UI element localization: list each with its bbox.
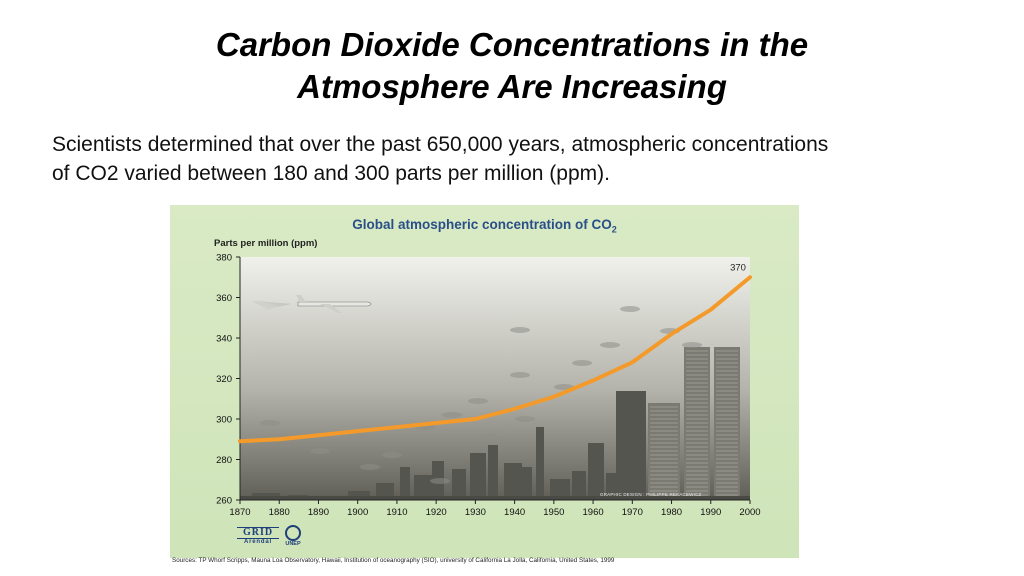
- y-tick-label: 260: [216, 496, 232, 507]
- x-tick-label: 1890: [308, 507, 329, 518]
- cloud-shape: [310, 448, 330, 454]
- building: [522, 467, 532, 500]
- cloud-shape: [572, 360, 592, 366]
- co2-series-line: [238, 275, 752, 444]
- x-tick-label: 1910: [386, 507, 407, 518]
- co2-data-point: [356, 429, 360, 433]
- x-tick-label: 1990: [700, 507, 721, 518]
- co2-chart-svg: 260 280 300 320 340 360 380 1870 1880 1890 1900 191…: [216, 253, 760, 519]
- cloud-shape: [600, 342, 620, 348]
- x-tick-label: 1900: [347, 507, 368, 518]
- cloud-shape: [510, 327, 530, 333]
- body-line-2: of CO2 varied between 180 and 300 parts …: [52, 162, 610, 185]
- y-tick-label: 280: [216, 455, 232, 466]
- co2-data-point: [591, 378, 595, 383]
- chart-marks: 370: [238, 262, 752, 444]
- airplane-trail-line: [265, 303, 291, 310]
- unep-logo: UNEP: [282, 525, 304, 551]
- cloud-shape: [382, 452, 402, 458]
- co2-data-point: [669, 332, 674, 336]
- building: [414, 475, 432, 500]
- building: [488, 445, 498, 500]
- building: [616, 391, 646, 500]
- airplane-wing: [320, 304, 342, 313]
- cloud-shape: [682, 342, 702, 348]
- co2-data-point: [630, 360, 634, 364]
- cloud-shape: [480, 434, 500, 440]
- slide-body-text: Scientists determined that over the past…: [52, 130, 982, 188]
- building: [588, 443, 604, 500]
- cloud-shape: [350, 434, 370, 440]
- y-axis-label: Parts per million (ppm): [214, 238, 318, 249]
- cloud-shape: [620, 306, 640, 312]
- cloud-shape: [442, 412, 462, 418]
- building: [606, 473, 616, 500]
- body-line-1: Scientists determined that over the past…: [52, 133, 829, 156]
- x-tick-label: 1870: [229, 507, 250, 518]
- slide-title: Carbon Dioxide Concentrations in the Atm…: [0, 24, 1024, 108]
- chart-title: Global atmospheric concentration of CO2: [352, 217, 617, 235]
- co2-data-point: [748, 275, 752, 279]
- cloud-shape: [260, 420, 280, 426]
- grid-arendal-logo: GRID Arendal: [237, 527, 279, 549]
- co2-data-point: [513, 407, 517, 411]
- y-tick-label: 380: [216, 253, 232, 264]
- airplane-body: [297, 301, 372, 307]
- co2-data-point: [277, 437, 281, 441]
- y-tick-label: 360: [216, 293, 232, 304]
- sources-caption: Sources: TP Whorf Scripps, Mauna Loa Obs…: [172, 557, 615, 564]
- y-tick-label: 320: [216, 374, 232, 385]
- slide-title-line-2: Atmosphere Are Increasing: [297, 68, 727, 105]
- annotation-label: 370: [730, 262, 746, 273]
- co2-data-point: [434, 421, 438, 425]
- building: [470, 453, 486, 500]
- x-tick-label: 1930: [465, 507, 486, 518]
- building: [452, 469, 466, 500]
- x-tick-label: 1950: [543, 507, 564, 518]
- ground-strip: [240, 496, 750, 500]
- x-tick-label: 1940: [504, 507, 525, 518]
- co2-chart-figure: 260 280 300 320 340 360 380 1870 1880 1890 1900 191…: [170, 205, 799, 564]
- cloud-shape: [468, 398, 488, 404]
- co2-data-point: [709, 308, 713, 312]
- x-tick-label: 1970: [622, 507, 643, 518]
- chart-axes: 260 280 300 320 340 360 380 1870 1880 1890 1900 191…: [216, 253, 760, 519]
- graphic-credit: GRAPHIC DESIGN : PHILIPPE REKACEWICZ: [600, 492, 702, 497]
- co2-data-point: [238, 439, 242, 443]
- airplane-trail-line: [263, 303, 291, 309]
- co2-data-point: [395, 425, 399, 429]
- cloud-shape: [360, 464, 380, 470]
- cloud-shape: [430, 478, 450, 484]
- airplane-trail-line: [261, 303, 291, 308]
- building: [572, 471, 586, 500]
- x-tick-label: 2000: [739, 507, 760, 518]
- y-tick-label: 300: [216, 415, 232, 426]
- cloud-shape: [515, 416, 535, 422]
- x-tick-label: 1980: [661, 507, 682, 518]
- building: [550, 479, 570, 500]
- x-tick-label: 1880: [269, 507, 290, 518]
- airplane-icon: [251, 295, 372, 313]
- co2-data-point: [473, 417, 477, 421]
- co2-data-point: [316, 433, 321, 437]
- x-tick-label: 1960: [583, 507, 604, 518]
- cloud-shape: [510, 372, 530, 378]
- slide-title-line-1: Carbon Dioxide Concentrations in the: [215, 26, 809, 63]
- y-tick-label: 340: [216, 334, 232, 345]
- city-skyline-illustration: [240, 347, 750, 500]
- co2-data-point: [552, 395, 556, 399]
- building: [376, 483, 394, 500]
- x-tick-label: 1920: [426, 507, 447, 518]
- building: [348, 491, 370, 500]
- building: [536, 427, 544, 500]
- airplane-tail: [296, 295, 306, 302]
- building: [400, 467, 410, 500]
- building: [504, 463, 522, 500]
